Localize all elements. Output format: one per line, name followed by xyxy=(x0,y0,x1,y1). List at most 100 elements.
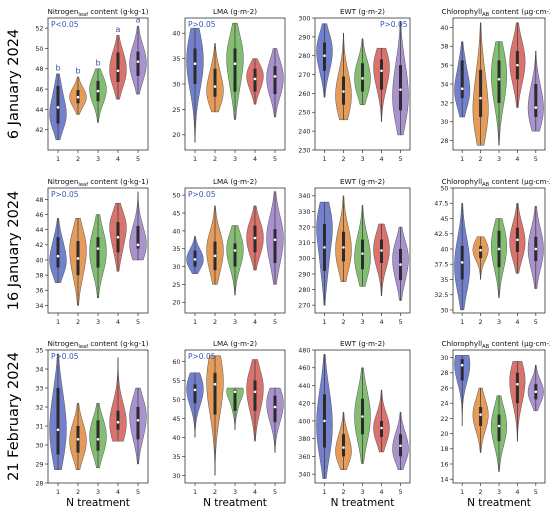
y-tick-label: 20 xyxy=(172,131,180,139)
y-tick-label: 460 xyxy=(298,364,310,372)
x-tick-label: 4 xyxy=(253,488,257,496)
violin-median-dot xyxy=(56,106,60,109)
violin-median-dot xyxy=(273,238,277,242)
title-unit: (g·m-2) xyxy=(356,339,385,348)
x-tick-label: 1 xyxy=(193,318,197,326)
y-tick-label: 240 xyxy=(298,128,310,136)
violin-iqr-box xyxy=(56,388,60,455)
y-tick-label: 35 xyxy=(440,276,448,284)
x-tick-label: 2 xyxy=(213,488,217,496)
title-unit: (g·m-2) xyxy=(228,7,257,16)
violin-median-dot xyxy=(380,249,383,252)
title-unit: content (μg·cm-2) xyxy=(489,7,550,16)
violin-iqr-box xyxy=(497,414,501,442)
y-tick-label: 40 xyxy=(440,245,448,253)
y-tick-label: 44 xyxy=(35,106,43,114)
y-tick-label: 45 xyxy=(172,209,180,217)
y-tick-label: 34 xyxy=(35,302,43,310)
violin-median-dot xyxy=(116,420,120,424)
y-tick-label: 33 xyxy=(35,384,43,392)
y-tick-label: 30 xyxy=(440,118,448,126)
violin-iqr-box xyxy=(273,66,277,95)
title-sub: leaf xyxy=(78,12,88,18)
violin-iqr-box xyxy=(273,395,277,423)
p-value-annotation: P>0.05 xyxy=(188,352,216,361)
x-tick-label: 4 xyxy=(116,155,120,163)
violin-median-dot xyxy=(273,75,277,78)
y-tick-label: 25 xyxy=(172,106,180,114)
y-tick-label: 38 xyxy=(35,272,43,280)
title-main: LMA xyxy=(213,7,228,16)
y-tick-label: 47.5 xyxy=(434,200,448,208)
violin-iqr-box xyxy=(136,225,140,249)
violin-iqr-box xyxy=(497,60,501,103)
title-main: Chlorophyll xyxy=(442,339,483,348)
violin-median-dot xyxy=(96,247,100,250)
x-tick-label: 5 xyxy=(136,155,140,163)
violin-median-dot xyxy=(253,236,257,240)
y-tick-label: 32 xyxy=(440,99,448,107)
y-tick-label: 45 xyxy=(172,415,180,423)
panel-title: LMA (g·m-2) xyxy=(213,7,257,16)
y-tick-label: 28 xyxy=(440,137,448,145)
x-tick-label: 1 xyxy=(56,155,60,163)
row-label: 16 January 2024 xyxy=(6,191,22,311)
x-axis-label: N treatment xyxy=(66,497,130,509)
y-tick-label: 250 xyxy=(298,109,310,117)
x-tick-label: 3 xyxy=(233,318,237,326)
y-tick-label: 46 xyxy=(35,211,43,219)
y-tick-label: 270 xyxy=(298,302,310,310)
y-tick-label: 18 xyxy=(440,445,448,453)
violin-iqr-box xyxy=(213,372,217,415)
violin-panel: LMA (g·m-2) 20 25 30 35 40 1 2 3 4 5 P>0.05 xyxy=(172,7,286,163)
x-tick-label: 2 xyxy=(479,488,483,496)
violin-median-dot xyxy=(76,257,80,260)
violin-iqr-box xyxy=(136,51,140,76)
row-label: 6 January 2024 xyxy=(6,29,22,139)
violin-median-dot xyxy=(479,96,482,100)
violin-panel: ChlorophyllAB content (μg·cm-2)141618202… xyxy=(440,339,550,496)
y-tick-label: 280 xyxy=(298,52,310,60)
significance-letter: a xyxy=(116,25,121,34)
x-tick-label: 5 xyxy=(398,155,402,163)
x-tick-label: 3 xyxy=(360,318,364,326)
violin-median-dot xyxy=(516,382,519,386)
violin-median-dot xyxy=(76,95,80,99)
x-tick-label: 2 xyxy=(213,318,217,326)
x-tick-label: 4 xyxy=(379,155,383,163)
violin-median-dot xyxy=(497,424,501,428)
violin-iqr-box xyxy=(213,68,217,97)
violin-median-dot xyxy=(342,446,345,449)
y-tick-label: 26 xyxy=(440,384,448,392)
y-tick-label: 37.5 xyxy=(434,261,448,269)
title-unit: (g·m-2) xyxy=(228,177,257,186)
y-tick-label: 46 xyxy=(35,85,43,93)
y-tick-label: 30 xyxy=(172,263,180,271)
violin-iqr-box xyxy=(342,434,345,457)
title-main: Nitrogen xyxy=(47,339,78,348)
violin-iqr-box xyxy=(479,407,483,426)
violin-median-dot xyxy=(253,77,257,81)
violin-iqr-box xyxy=(233,389,237,411)
violin-iqr-box xyxy=(116,410,120,430)
y-tick-label: 48 xyxy=(35,196,43,204)
y-tick-label: 35 xyxy=(172,245,180,253)
y-tick-label: 36 xyxy=(35,287,43,295)
x-tick-label: 2 xyxy=(341,155,345,163)
x-tick-label: 5 xyxy=(534,488,538,496)
y-tick-label: 24 xyxy=(440,400,448,408)
x-tick-label: 5 xyxy=(534,155,538,163)
y-tick-label: 40 xyxy=(440,24,448,32)
violin-median-dot xyxy=(116,69,120,73)
violin-median-dot xyxy=(479,413,482,416)
violin-iqr-box xyxy=(96,237,100,268)
title-sub: AB xyxy=(482,12,490,18)
x-tick-label: 4 xyxy=(379,318,383,326)
x-tick-label: 1 xyxy=(460,155,464,163)
y-tick-label: 50 xyxy=(172,396,180,404)
y-tick-label: 38 xyxy=(440,43,448,51)
title-main: EWT xyxy=(340,339,357,348)
y-tick-label: 340 xyxy=(298,192,310,200)
title-sub: leaf xyxy=(78,344,88,350)
violin-iqr-box xyxy=(56,86,60,124)
